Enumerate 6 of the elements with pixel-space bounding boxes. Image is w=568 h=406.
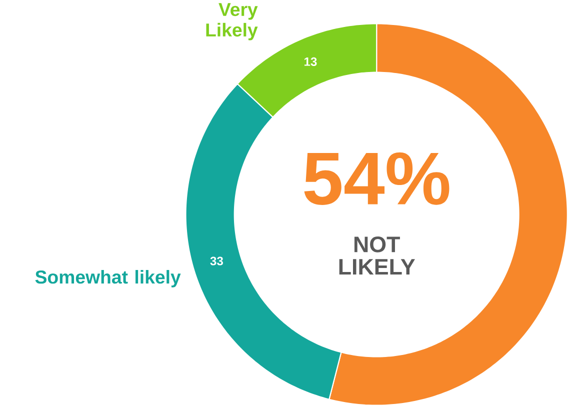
slice-label: Somewhat likely (35, 270, 181, 288)
data-label: 33 (210, 256, 224, 266)
slice-label: Very Likely (206, 3, 258, 40)
data-label: 13 (304, 57, 317, 66)
slice-label: NOT LIKELY (339, 236, 415, 275)
data-label: 54% (304, 152, 450, 206)
